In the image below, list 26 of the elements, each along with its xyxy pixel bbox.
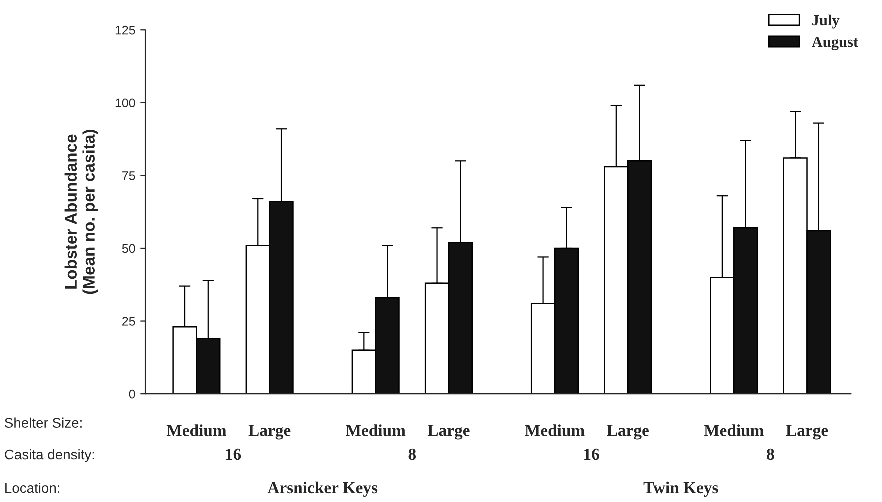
text: Casita density: [5, 449, 94, 462]
legend-label: August [812, 36, 858, 50]
y-tick-label: 25 [122, 317, 136, 326]
x-tick-label: Medium [525, 424, 585, 436]
legend-label: July [812, 14, 840, 29]
text: Twin Keys [644, 482, 718, 498]
x-tick-label: Medium [166, 424, 227, 436]
y-tick-label: 100 [116, 98, 136, 108]
x-tick-label: Large [607, 425, 649, 440]
text: 16 [584, 448, 600, 460]
x-tick-label: Large [786, 425, 828, 440]
text: 16 [226, 448, 242, 460]
y-tick-label: 125 [116, 26, 136, 35]
y-tick-label: 75 [122, 172, 136, 180]
text: Arsnicker Keys [268, 482, 378, 498]
y-tick-label: 0 [129, 390, 136, 399]
x-tick-label: Medium [346, 424, 406, 436]
x-tick-label: Large [248, 425, 291, 440]
y-axis-title: Lobster Abundance (Mean no. per casita) [64, 130, 98, 294]
text: Shelter Size: [5, 418, 82, 428]
text: 8 [767, 448, 774, 460]
y-tick-label: 50 [122, 244, 136, 254]
x-tick-label: Medium [704, 424, 764, 436]
text: 8 [408, 448, 416, 460]
text: Location: [6, 482, 60, 494]
x-tick-label: Large [428, 425, 470, 440]
